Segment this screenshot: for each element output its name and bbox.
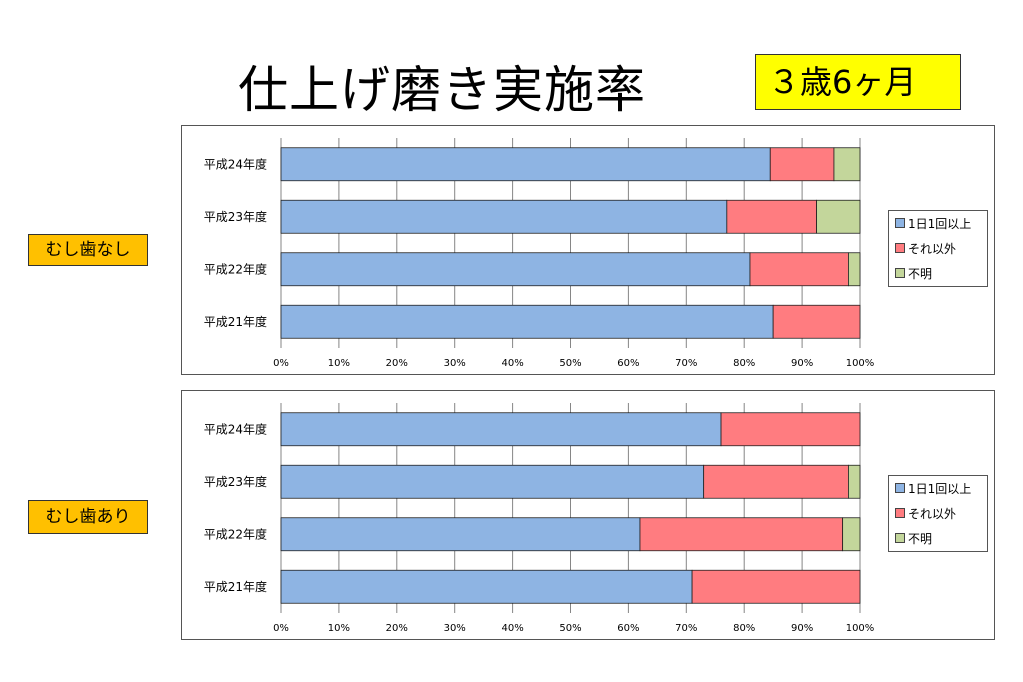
bar-other — [639, 517, 844, 552]
bar-other — [703, 464, 849, 499]
page-title: 仕上げ磨き実施率 — [238, 61, 646, 119]
x-tick-label: 20% — [386, 623, 408, 634]
bar-unknown — [816, 199, 861, 234]
legend-swatch-other — [895, 243, 905, 253]
legend-no-caries: 1日1回以上 それ以外 不明 — [888, 210, 988, 287]
legend-item-unknown: 不明 — [895, 267, 932, 281]
legend-caries: 1日1回以上 それ以外 不明 — [888, 475, 988, 552]
y-tick-label: 平成24年度 — [204, 421, 267, 436]
y-tick-label: 平成23年度 — [204, 209, 267, 224]
y-tick-label: 平成21年度 — [204, 579, 267, 594]
legend-label-unknown: 不明 — [908, 532, 933, 546]
x-tick-label: 0% — [273, 358, 289, 369]
bar-other — [726, 199, 817, 234]
x-tick-label: 30% — [444, 623, 466, 634]
legend-swatch-unknown — [895, 533, 905, 543]
x-tick-label: 20% — [386, 358, 408, 369]
bar-daily — [280, 412, 722, 447]
x-tick-label: 0% — [273, 623, 289, 634]
chart-panel-no-caries: 0% 10% 20% 30% 40% 50% 60% 70% 80% 90% 100% 平成24年度平… — [181, 125, 995, 375]
bar-unknown — [833, 147, 861, 182]
x-tick-label: 100% — [846, 358, 875, 369]
x-tick-label: 80% — [733, 623, 755, 634]
chart-panel-caries: 0% 10% 20% 30% 40% 50% 60% 70% 80% 90% 100% 平成24年度平… — [181, 390, 995, 640]
bar-daily — [280, 464, 705, 499]
group-label-no-caries: むし歯なし — [28, 234, 148, 266]
y-tick-label: 平成23年度 — [204, 474, 267, 489]
x-tick-label: 50% — [559, 623, 581, 634]
bar-chart-no-caries: 0% 10% 20% 30% 40% 50% 60% 70% 80% 90% 100% 平成24年度平… — [204, 138, 875, 369]
legend-label-unknown: 不明 — [908, 267, 933, 281]
bar-chart-caries: 0% 10% 20% 30% 40% 50% 60% 70% 80% 90% 100% 平成24年度平… — [204, 403, 875, 634]
legend-swatch-other — [895, 508, 905, 518]
legend-label-other: それ以外 — [908, 242, 957, 256]
x-tick-label: 90% — [791, 358, 813, 369]
bar-daily — [280, 199, 728, 234]
bar-other — [749, 252, 849, 287]
x-tick-label: 40% — [501, 358, 523, 369]
bar-other — [772, 304, 861, 339]
x-tick-label: 80% — [733, 358, 755, 369]
bar-daily — [280, 569, 693, 604]
x-tick-label: 10% — [328, 358, 350, 369]
x-tick-label: 50% — [559, 358, 581, 369]
bar-other — [769, 147, 835, 182]
legend-label-daily: 1日1回以上 — [908, 482, 972, 496]
y-tick-label: 平成22年度 — [204, 261, 267, 276]
bar-unknown — [848, 252, 861, 287]
y-tick-label: 平成24年度 — [204, 156, 267, 171]
bar-daily — [280, 252, 751, 287]
legend-swatch-daily — [895, 218, 905, 228]
bar-daily — [280, 517, 641, 552]
legend-swatch-unknown — [895, 268, 905, 278]
legend-item-other: それ以外 — [895, 242, 956, 256]
bar-unknown — [848, 464, 861, 499]
x-tick-label: 90% — [791, 623, 813, 634]
legend-label-daily: 1日1回以上 — [908, 217, 972, 231]
y-tick-label: 平成21年度 — [204, 314, 267, 329]
legend-item-unknown: 不明 — [895, 532, 932, 546]
legend-item-daily: 1日1回以上 — [895, 482, 971, 496]
x-tick-label: 60% — [617, 358, 639, 369]
group-label-caries: むし歯あり — [28, 500, 148, 534]
legend-item-other: それ以外 — [895, 507, 956, 521]
legend-label-other: それ以外 — [908, 507, 957, 521]
x-tick-label: 30% — [444, 358, 466, 369]
x-tick-label: 40% — [501, 623, 523, 634]
bar-daily — [280, 304, 774, 339]
x-tick-label: 60% — [617, 623, 639, 634]
legend-swatch-daily — [895, 483, 905, 493]
bar-unknown — [842, 517, 861, 552]
x-tick-label: 70% — [675, 358, 697, 369]
bar-daily — [280, 147, 771, 182]
bar-other — [691, 569, 861, 604]
x-tick-label: 100% — [846, 623, 875, 634]
x-tick-label: 70% — [675, 623, 697, 634]
age-badge: ３歳6ヶ月 — [755, 54, 961, 110]
x-tick-label: 10% — [328, 623, 350, 634]
y-tick-label: 平成22年度 — [204, 526, 267, 541]
bar-other — [720, 412, 861, 447]
legend-item-daily: 1日1回以上 — [895, 217, 971, 231]
